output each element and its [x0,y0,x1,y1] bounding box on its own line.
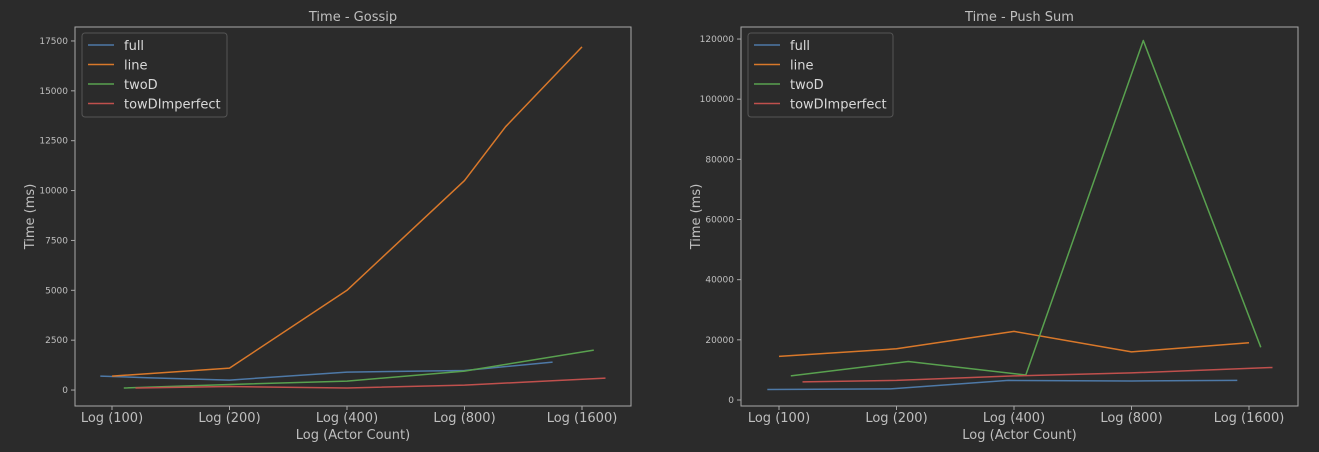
legend-label: full [790,39,810,54]
y-tick-label: 100000 [700,95,735,105]
y-tick-label: 15000 [39,87,68,97]
chart-panel-2: Time - Push Sum 0 20000 40000 60000 80000 1000… [689,10,1299,443]
y-tick-label: 0 [728,396,734,406]
y-tick-label: 20000 [705,336,734,346]
x-tick-label: Log (1600) [1214,411,1285,426]
legend-box [81,32,228,118]
y-tick-label: 60000 [705,216,734,226]
y-tick-label: 7500 [45,236,68,246]
y-tick-label: 12500 [39,137,68,147]
x-tick-label: Log (100) [748,411,810,426]
x-tick-label: Log (800) [433,411,495,426]
legend-label: twoD [790,78,824,93]
series-line-towDImperfect [135,377,606,389]
y-tick-label: 0 [62,386,68,396]
legend-label: twoD [124,78,158,93]
series-line-full [767,379,1238,391]
chart-panel-1: Time - Gossip 0 2500 5000 7500 10000 12500 1500… [23,10,632,443]
chart-title: Time - Gossip [308,10,397,25]
y-tick-label: 2500 [45,336,68,346]
legend-label: full [124,39,144,54]
x-tick-label: Log (200) [198,411,260,426]
series-line-towDImperfect [802,366,1273,383]
x-tick-label: Log (400) [983,411,1045,426]
x-tick-label: Log (1600) [547,411,618,426]
legend-box [747,32,894,118]
legend-label: towDImperfect [124,98,221,113]
legend-label: line [124,59,147,74]
y-tick-label: 80000 [705,155,734,165]
x-tick-label: Log (400) [316,411,378,426]
chart-title: Time - Push Sum [964,10,1074,25]
y-tick-label: 17500 [39,37,68,47]
y-tick-label: 120000 [700,35,735,45]
legend-label: towDImperfect [790,98,887,113]
y-tick-label: 5000 [45,286,68,296]
x-axis-label: Log (Actor Count) [962,428,1076,443]
x-tick-label: Log (200) [865,411,927,426]
series-line-line [111,46,583,377]
y-tick-label: 10000 [39,187,68,197]
series-line-twoD [123,349,594,389]
legend-label: line [790,59,813,74]
x-tick-label: Log (800) [1100,411,1162,426]
y-axis-label: Time (ms) [689,184,704,251]
x-axis-label: Log (Actor Count) [296,428,410,443]
y-axis-label: Time (ms) [23,184,38,251]
y-tick-label: 40000 [705,276,734,286]
x-tick-label: Log (100) [81,411,143,426]
series-line-line [778,330,1250,358]
